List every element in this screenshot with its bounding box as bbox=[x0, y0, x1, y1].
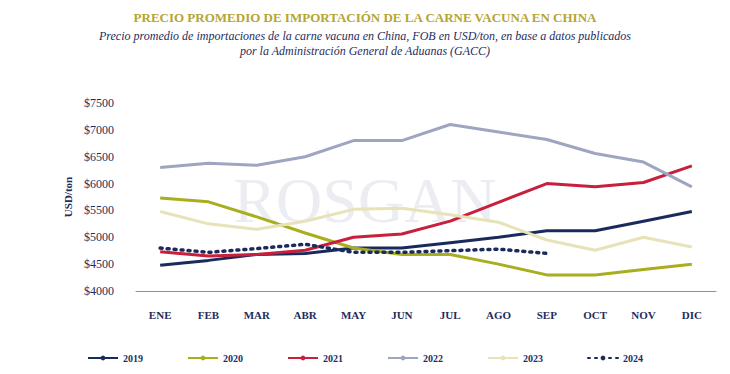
svg-text:2020: 2020 bbox=[223, 353, 243, 364]
svg-text:2019: 2019 bbox=[123, 353, 143, 364]
svg-text:2021: 2021 bbox=[323, 353, 343, 364]
svg-text:por la Administración General: por la Administración General de Aduanas… bbox=[239, 44, 490, 58]
svg-text:USD/ton: USD/ton bbox=[62, 177, 74, 217]
svg-text:ENE: ENE bbox=[149, 309, 172, 321]
svg-text:DIC: DIC bbox=[682, 309, 702, 321]
svg-text:FEB: FEB bbox=[198, 309, 220, 321]
svg-text:ABR: ABR bbox=[294, 309, 318, 321]
svg-text:JUN: JUN bbox=[391, 309, 412, 321]
svg-text:PRECIO PROMEDIO DE IMPORTACIÓN: PRECIO PROMEDIO DE IMPORTACIÓN DE LA CAR… bbox=[134, 10, 597, 25]
svg-text:$7500: $7500 bbox=[84, 96, 114, 110]
svg-text:2023: 2023 bbox=[523, 353, 543, 364]
svg-text:$6500: $6500 bbox=[84, 150, 114, 164]
svg-text:$7000: $7000 bbox=[84, 123, 114, 137]
svg-text:2022: 2022 bbox=[423, 353, 443, 364]
svg-text:Precio promedio de importacion: Precio promedio de importaciones de la c… bbox=[98, 29, 631, 43]
svg-text:2024: 2024 bbox=[623, 353, 643, 364]
svg-text:$4000: $4000 bbox=[84, 284, 114, 298]
svg-text:ROSGAN: ROSGAN bbox=[233, 165, 496, 236]
svg-text:SEP: SEP bbox=[537, 309, 557, 321]
svg-text:$5000: $5000 bbox=[84, 230, 114, 244]
svg-text:OCT: OCT bbox=[583, 309, 608, 321]
svg-text:$5500: $5500 bbox=[84, 203, 114, 217]
svg-text:NOV: NOV bbox=[631, 309, 656, 321]
svg-text:MAY: MAY bbox=[341, 309, 366, 321]
svg-text:$6000: $6000 bbox=[84, 177, 114, 191]
svg-text:AGO: AGO bbox=[486, 309, 512, 321]
svg-text:MAR: MAR bbox=[244, 309, 271, 321]
svg-text:JUL: JUL bbox=[440, 309, 461, 321]
svg-text:$4500: $4500 bbox=[84, 257, 114, 271]
